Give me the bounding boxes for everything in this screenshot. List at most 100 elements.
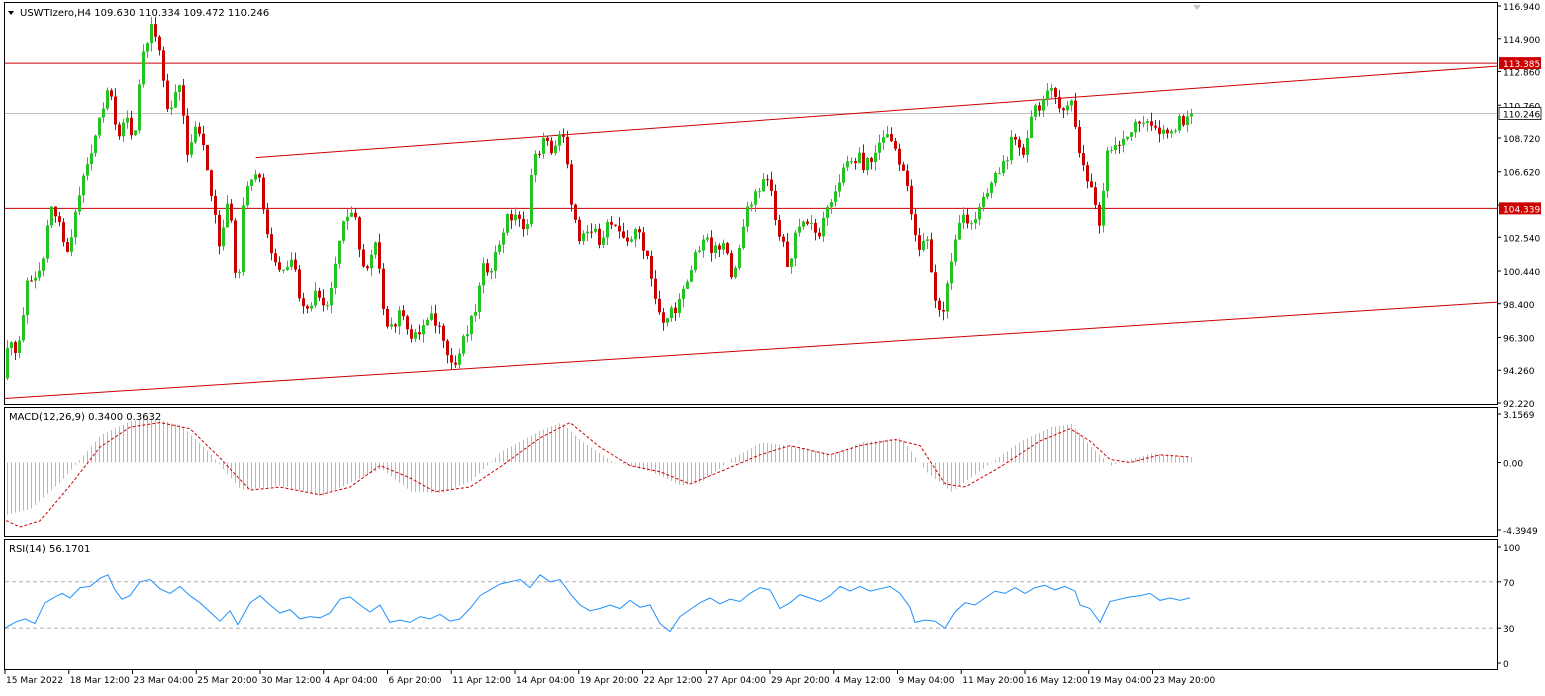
candle-bull: [950, 261, 953, 284]
candle-bull: [194, 126, 197, 143]
candle-bear: [710, 237, 713, 254]
candle-bear: [870, 157, 873, 163]
candle-bear: [578, 219, 581, 242]
candle-bull: [38, 270, 41, 278]
rsi-tick-label: 30: [1503, 625, 1515, 635]
menu-triangle-icon[interactable]: [8, 11, 14, 15]
candle-bear: [354, 212, 357, 218]
candle-bear: [218, 214, 221, 247]
time-tick-label: 18 Mar 12:00: [70, 676, 130, 686]
candle-bull: [106, 90, 109, 109]
candlesticks: [6, 16, 1193, 381]
candle-bull: [370, 254, 373, 269]
candle-bull: [1162, 129, 1165, 134]
candle-bear: [366, 266, 369, 269]
candle-bull: [842, 167, 845, 183]
current-price-tag-label: 110.246: [1503, 111, 1540, 121]
candle-bull: [330, 287, 333, 306]
candle-bull: [1178, 116, 1181, 131]
candle-bear: [770, 179, 773, 191]
rsi-title: RSI(14) 56.1701: [9, 544, 90, 555]
candle-bull: [982, 196, 985, 208]
candle-bull: [342, 221, 345, 241]
candle-bull: [86, 164, 89, 176]
candle-bull: [634, 229, 637, 240]
candle-bull: [254, 174, 257, 180]
candle-bull: [738, 248, 741, 269]
time-axis: 15 Mar 2022 18 Mar 12:00 23 Mar 04:00 25 Ma…: [4, 670, 1215, 686]
candle-bull: [742, 226, 745, 249]
candle-bear: [538, 153, 541, 155]
candle-bull: [122, 122, 125, 137]
candle-bear: [930, 239, 933, 273]
candle-bull: [922, 240, 925, 250]
macd-histogram: [7, 417, 1192, 515]
candle-bear: [1138, 121, 1141, 124]
candle-bull: [1134, 121, 1137, 133]
candle-bear: [510, 213, 513, 221]
candle-bull: [1026, 138, 1029, 155]
candle-bear: [206, 145, 209, 171]
time-tick-label: 4 May 12:00: [835, 676, 891, 686]
shift-marker-icon[interactable]: [1193, 5, 1201, 10]
candle-bear: [934, 272, 937, 301]
candle-bear: [306, 306, 309, 309]
candle-bull: [514, 214, 517, 221]
candle-bull: [826, 206, 829, 218]
candle-bull: [142, 51, 145, 85]
candle-bear: [910, 185, 913, 215]
candle-bull: [582, 233, 585, 242]
candle-bull: [874, 152, 877, 163]
candle-bear: [610, 222, 613, 225]
candle-bull: [494, 251, 497, 271]
candle-bull: [554, 145, 557, 154]
candle-bull: [134, 130, 137, 136]
candle-bull: [830, 202, 833, 207]
candle-bull: [1034, 105, 1037, 117]
candle-bear: [446, 340, 449, 356]
time-tick-label: 6 Apr 20:00: [389, 676, 442, 686]
candle-bull: [1106, 150, 1109, 191]
candle-bull: [886, 134, 889, 138]
candle-bull: [1186, 116, 1189, 126]
candle-bull: [1170, 131, 1173, 134]
channel-lower-line: [4, 301, 1498, 400]
rsi-tick-label: 100: [1503, 544, 1520, 554]
candle-bear: [1158, 127, 1161, 134]
candle-bear: [1018, 139, 1021, 148]
candle-bull: [1070, 100, 1073, 106]
candle-bear: [182, 85, 185, 116]
candle-bull: [1146, 121, 1149, 124]
candle-bull: [334, 263, 337, 288]
candle-bear: [1166, 129, 1169, 134]
macd-signal-path: [5, 422, 1191, 528]
candle-bull: [678, 298, 681, 314]
price-tick-label: 116.940: [1503, 3, 1540, 13]
candle-bull: [666, 318, 669, 323]
candle-bear: [386, 308, 389, 327]
candle-bear: [854, 161, 857, 164]
candle-bear: [378, 242, 381, 269]
candle-bear: [598, 228, 601, 245]
candle-bull: [490, 270, 493, 273]
candle-bear: [162, 50, 165, 81]
candle-bear: [54, 206, 57, 217]
candle-bear: [1090, 181, 1093, 188]
candle-bull: [926, 239, 929, 241]
candle-bear: [1058, 96, 1061, 109]
candle-bear: [778, 220, 781, 237]
macd-tick-label: -4.3949: [1503, 527, 1538, 537]
candle-bull: [734, 268, 737, 278]
candle-bear: [1150, 121, 1153, 126]
time-tick-label: 19 May 04:00: [1090, 676, 1152, 686]
candle-bull: [1126, 136, 1129, 139]
candle-bull: [954, 239, 957, 262]
candle-bull: [802, 221, 805, 227]
candle-bull: [90, 153, 93, 165]
time-tick-label: 29 Apr 20:00: [771, 676, 830, 686]
candle-bull: [1110, 149, 1113, 151]
candle-bear: [966, 214, 969, 224]
